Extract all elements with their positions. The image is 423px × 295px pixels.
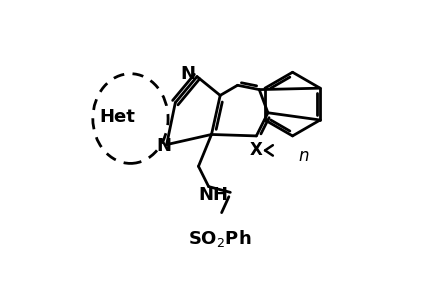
Text: Het: Het bbox=[99, 108, 135, 126]
Text: N: N bbox=[181, 65, 196, 83]
Text: n: n bbox=[299, 147, 309, 165]
Text: X: X bbox=[250, 141, 263, 159]
Text: NH: NH bbox=[198, 186, 228, 204]
Text: N: N bbox=[156, 137, 171, 155]
Text: SO$_2$Ph: SO$_2$Ph bbox=[188, 228, 252, 249]
